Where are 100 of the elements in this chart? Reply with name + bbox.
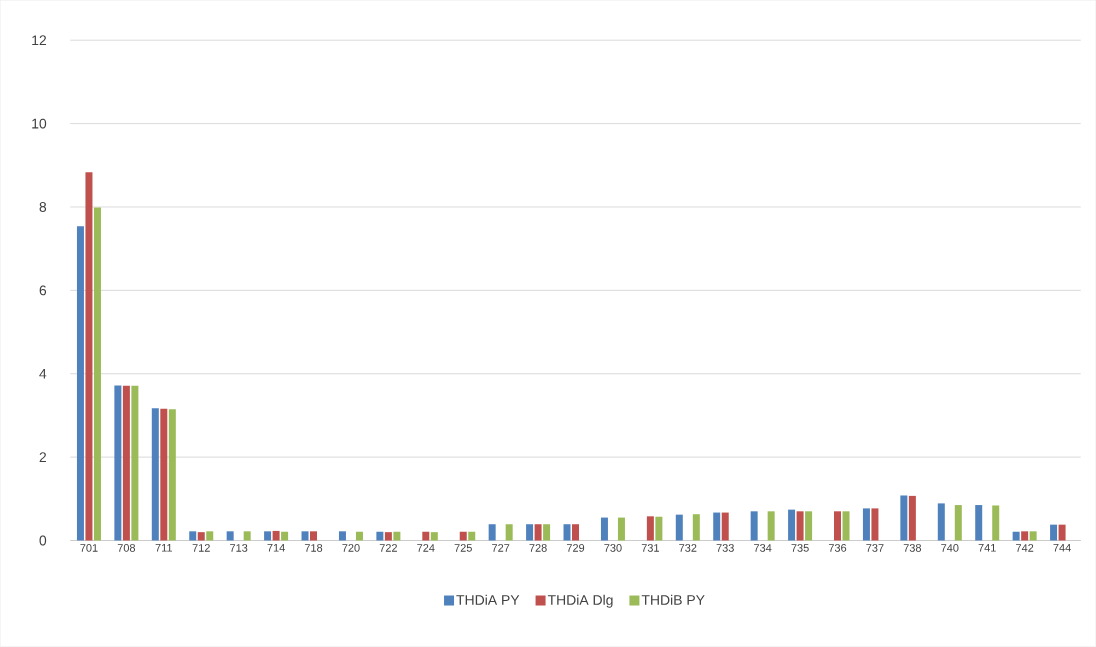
bar xyxy=(534,524,542,541)
y-tick-label: 12 xyxy=(32,35,47,46)
bar xyxy=(788,509,796,541)
bar xyxy=(505,524,513,541)
bar xyxy=(767,511,775,541)
x-tick-label: 731 xyxy=(641,544,659,552)
bar xyxy=(264,531,272,541)
y-tick-label: 8 xyxy=(39,202,47,213)
x-tick-label: 713 xyxy=(230,544,248,552)
bar xyxy=(281,531,289,541)
bar xyxy=(900,495,908,541)
bar xyxy=(384,532,392,541)
bar xyxy=(842,511,850,541)
y-tick-label: 4 xyxy=(39,369,47,379)
bar xyxy=(488,524,496,541)
bar xyxy=(76,226,84,541)
bar xyxy=(572,524,580,541)
legend-label: THDiB PY xyxy=(641,594,705,605)
bar xyxy=(871,508,879,541)
bar xyxy=(543,524,551,541)
x-tick-label: 729 xyxy=(566,544,585,552)
bar xyxy=(160,408,168,541)
bar xyxy=(151,408,159,541)
bar xyxy=(206,531,214,541)
x-tick-label: 744 xyxy=(1053,544,1071,552)
bar xyxy=(908,496,916,541)
bar xyxy=(975,505,983,541)
bar xyxy=(301,531,309,541)
x-tick-label: 735 xyxy=(791,544,809,552)
bar xyxy=(834,511,842,541)
bar xyxy=(243,531,251,541)
bar xyxy=(168,409,176,541)
y-tick-label: 2 xyxy=(39,452,47,463)
bar xyxy=(122,385,130,541)
y-tick-label: 10 xyxy=(32,118,47,129)
x-tick-label: 722 xyxy=(379,544,397,552)
bar xyxy=(93,207,101,541)
bar xyxy=(1050,524,1058,541)
bar xyxy=(937,503,945,541)
x-tick-label: 727 xyxy=(492,544,510,552)
x-tick-label: 725 xyxy=(454,544,472,552)
x-tick-label: 714 xyxy=(267,544,285,552)
bar xyxy=(563,524,571,541)
legend-label: THDiA Dlg xyxy=(547,594,613,608)
bar xyxy=(226,531,234,541)
bar xyxy=(992,505,1000,541)
bar xyxy=(1058,524,1066,541)
legend-label: THDiA PY xyxy=(456,594,520,605)
bar xyxy=(617,517,625,541)
bar xyxy=(796,511,804,541)
bar xyxy=(692,514,700,541)
bar xyxy=(526,524,534,541)
bar xyxy=(1012,531,1020,541)
x-tick-label: 733 xyxy=(716,544,734,552)
x-tick-label: 730 xyxy=(604,544,622,552)
bar xyxy=(85,172,93,541)
bar xyxy=(430,532,438,541)
bar xyxy=(393,531,401,541)
x-tick-label: 708 xyxy=(117,544,136,552)
x-tick-label: 734 xyxy=(754,544,772,552)
x-tick-label: 728 xyxy=(529,544,547,552)
bar xyxy=(954,505,962,541)
x-tick-label: 720 xyxy=(342,544,360,552)
x-tick-label: 738 xyxy=(903,544,922,552)
x-tick-label: 712 xyxy=(192,544,210,552)
bar xyxy=(600,517,608,541)
bar xyxy=(189,531,197,541)
bar xyxy=(862,508,870,541)
bar xyxy=(468,531,476,541)
y-tick-label: 0 xyxy=(39,535,47,546)
x-tick-label: 740 xyxy=(941,544,959,552)
bar xyxy=(272,531,280,541)
bar xyxy=(422,531,430,541)
bar xyxy=(131,385,139,541)
bar xyxy=(197,532,205,541)
bar xyxy=(459,531,467,541)
x-tick-label: 742 xyxy=(1016,544,1034,552)
bar xyxy=(338,531,346,541)
x-tick-label: 737 xyxy=(866,544,884,552)
bar xyxy=(310,531,318,541)
bar xyxy=(713,512,721,541)
bar xyxy=(750,511,758,541)
x-tick-label: 736 xyxy=(828,544,847,552)
bar xyxy=(376,531,384,541)
bar xyxy=(646,516,654,541)
bar xyxy=(355,531,363,541)
bar xyxy=(1021,531,1029,541)
bar xyxy=(114,385,122,541)
bar xyxy=(721,512,729,541)
x-tick-label: 711 xyxy=(155,544,173,552)
bar xyxy=(655,516,663,541)
x-tick-label: 741 xyxy=(978,544,996,552)
x-tick-label: 701 xyxy=(80,544,98,552)
bar xyxy=(805,511,813,541)
x-tick-label: 724 xyxy=(417,544,435,552)
bar xyxy=(1029,531,1037,541)
y-tick-label: 6 xyxy=(39,285,47,296)
x-tick-label: 718 xyxy=(304,544,323,552)
x-tick-label: 732 xyxy=(679,544,697,552)
bar xyxy=(675,514,683,541)
